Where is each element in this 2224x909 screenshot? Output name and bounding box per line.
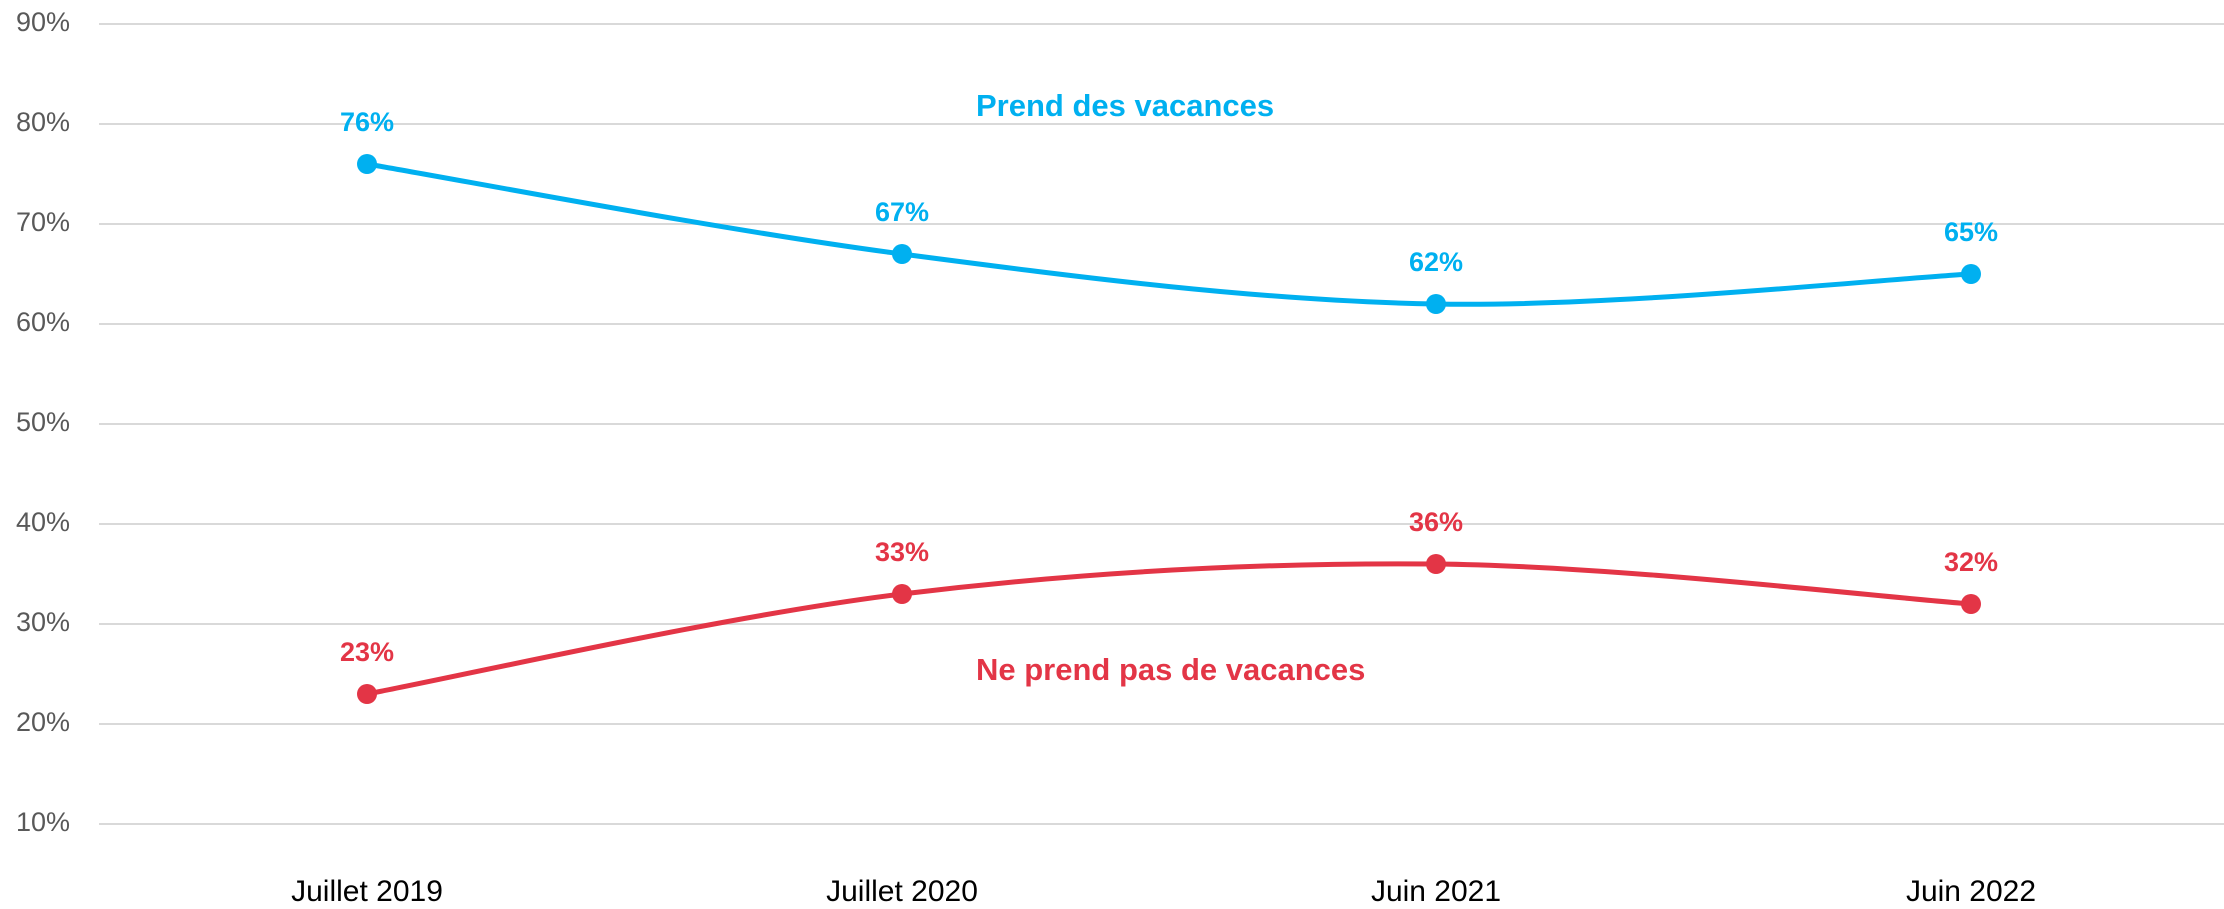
series-line [366, 161, 1972, 307]
series-label: Ne prend pas de vacances [976, 652, 1365, 687]
x-tick-label: Juin 2022 [1906, 875, 2036, 908]
y-tick-label: 90% [16, 7, 70, 37]
point [892, 244, 912, 264]
data-label: 32% [1944, 547, 1998, 577]
series-line [366, 561, 1972, 697]
point [1426, 554, 1446, 574]
point [1426, 294, 1446, 314]
data-label: 33% [875, 537, 929, 567]
data-label: 23% [340, 637, 394, 667]
y-tick-label: 40% [16, 507, 70, 537]
series-label: Prend des vacances [976, 88, 1274, 123]
y-tick-label: 10% [16, 807, 70, 837]
x-tick-label: Juillet 2019 [291, 875, 443, 908]
data-label: 67% [875, 197, 929, 227]
y-tick-label: 30% [16, 607, 70, 637]
data-label: 76% [340, 107, 394, 137]
y-tick-label: 20% [16, 707, 70, 737]
data-label: 36% [1409, 507, 1463, 537]
point [1961, 594, 1981, 614]
point [357, 684, 377, 704]
y-tick-label: 70% [16, 207, 70, 237]
point [892, 584, 912, 604]
x-tick-label: Juillet 2020 [826, 875, 978, 908]
y-tick-label: 60% [16, 307, 70, 337]
data-label: 65% [1944, 217, 1998, 247]
data-label: 62% [1409, 247, 1463, 277]
y-tick-label: 50% [16, 407, 70, 437]
y-tick-label: 80% [16, 107, 70, 137]
point [1961, 264, 1981, 284]
x-tick-label: Juin 2021 [1371, 875, 1501, 908]
point [357, 154, 377, 174]
